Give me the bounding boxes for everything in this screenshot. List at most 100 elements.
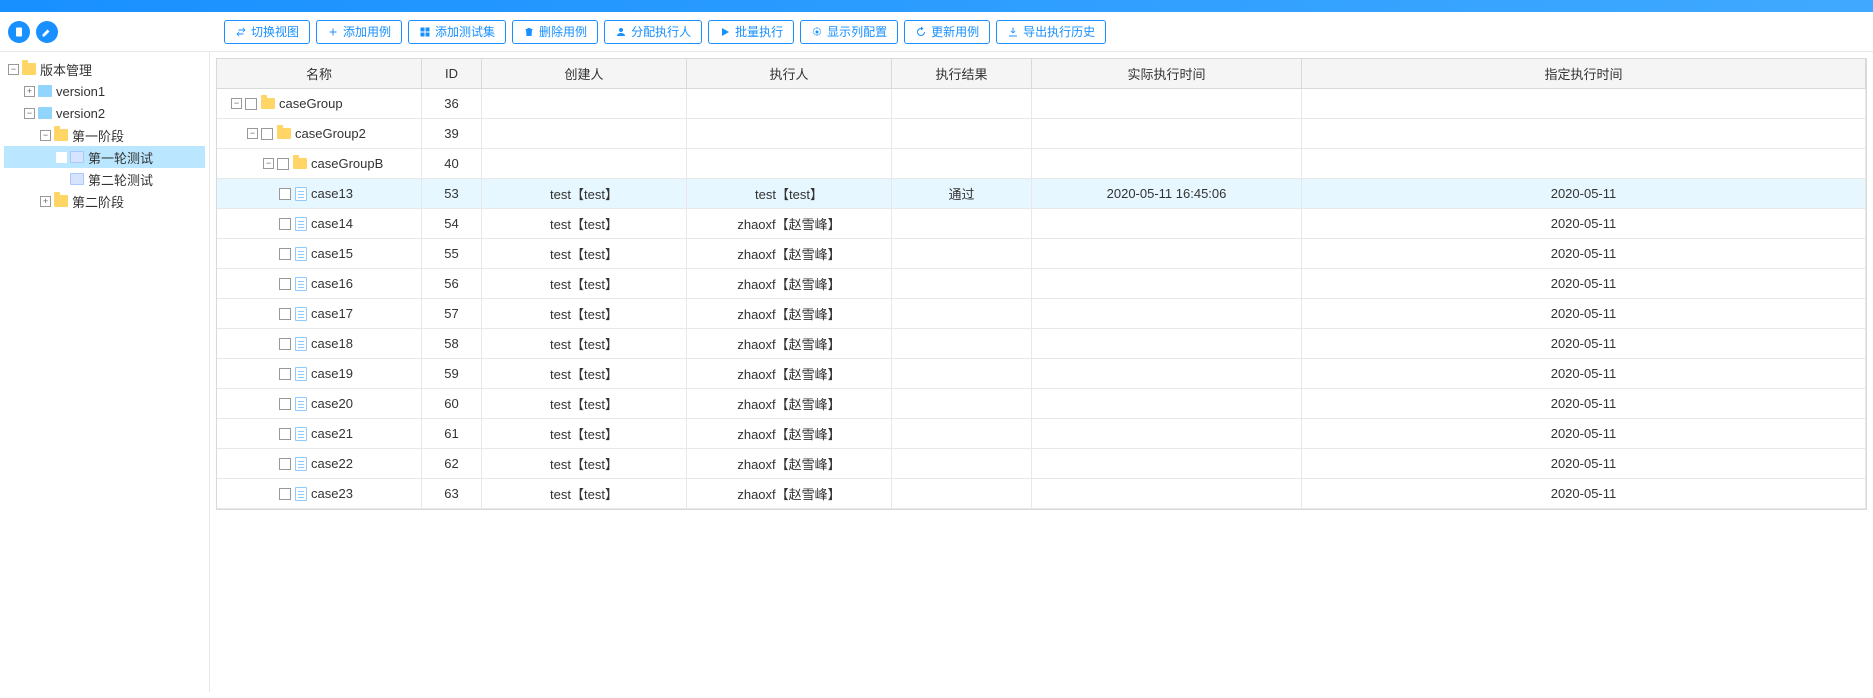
- 添加用例-button[interactable]: 添加用例: [316, 20, 402, 44]
- 批量执行-button[interactable]: 批量执行: [708, 20, 794, 44]
- cell-id: 59: [422, 359, 482, 388]
- 分配执行人-button[interactable]: 分配执行人: [604, 20, 702, 44]
- checkbox[interactable]: [279, 338, 291, 350]
- cell-result: [892, 389, 1032, 418]
- table-row[interactable]: case2161test【test】zhaoxf【赵雪峰】2020-05-11: [217, 419, 1866, 449]
- tree-label: version1: [56, 84, 105, 99]
- tree-node-第二轮测试[interactable]: 第二轮测试: [4, 168, 205, 190]
- checkbox[interactable]: [279, 458, 291, 470]
- row-name: case19: [311, 366, 353, 381]
- checkbox[interactable]: [279, 428, 291, 440]
- col-scheduled_time[interactable]: 指定执行时间: [1302, 59, 1866, 88]
- cell-actual_time: [1032, 419, 1302, 448]
- expand-icon[interactable]: −: [263, 158, 274, 169]
- btn-label: 批量执行: [735, 23, 783, 40]
- checkbox[interactable]: [245, 98, 257, 110]
- table-row[interactable]: −caseGroupB40: [217, 149, 1866, 179]
- col-creator[interactable]: 创建人: [482, 59, 687, 88]
- tree-node-第一阶段[interactable]: −第一阶段: [4, 124, 205, 146]
- btn-label: 显示列配置: [827, 23, 887, 40]
- table-row[interactable]: case2060test【test】zhaoxf【赵雪峰】2020-05-11: [217, 389, 1866, 419]
- 导出执行历史-button[interactable]: 导出执行历史: [996, 20, 1106, 44]
- btn-label: 更新用例: [931, 23, 979, 40]
- table-row[interactable]: case1353test【test】test【test】通过2020-05-11…: [217, 179, 1866, 209]
- cell-scheduled_time: 2020-05-11: [1302, 239, 1866, 268]
- tree-node-第二阶段[interactable]: +第二阶段: [4, 190, 205, 212]
- cell-id: 54: [422, 209, 482, 238]
- folder-icon: [293, 158, 307, 169]
- cell-id: 40: [422, 149, 482, 178]
- checkbox[interactable]: [279, 218, 291, 230]
- col-id[interactable]: ID: [422, 59, 482, 88]
- table-row[interactable]: case1959test【test】zhaoxf【赵雪峰】2020-05-11: [217, 359, 1866, 389]
- table-row[interactable]: case2363test【test】zhaoxf【赵雪峰】2020-05-11: [217, 479, 1866, 509]
- cell-executor: zhaoxf【赵雪峰】: [687, 239, 892, 268]
- cell-actual_time: [1032, 299, 1302, 328]
- folder-icon: [54, 195, 68, 207]
- tree-root[interactable]: − 版本管理: [4, 58, 205, 80]
- cell-name: −caseGroup: [217, 89, 422, 118]
- expand-icon[interactable]: −: [247, 128, 258, 139]
- cell-result: [892, 329, 1032, 358]
- clipboard-icon-button[interactable]: [8, 21, 30, 43]
- checkbox[interactable]: [279, 248, 291, 260]
- cell-creator: test【test】: [482, 479, 687, 508]
- 更新用例-button[interactable]: 更新用例: [904, 20, 990, 44]
- toggle-icon[interactable]: −: [24, 108, 35, 119]
- checkbox[interactable]: [279, 488, 291, 500]
- table-row[interactable]: case1555test【test】zhaoxf【赵雪峰】2020-05-11: [217, 239, 1866, 269]
- expand-icon[interactable]: −: [231, 98, 242, 109]
- tree-node-version1[interactable]: + version1: [4, 80, 205, 102]
- toggle-spacer: [56, 152, 67, 163]
- cell-name: case23: [217, 479, 422, 508]
- table-row[interactable]: case2262test【test】zhaoxf【赵雪峰】2020-05-11: [217, 449, 1866, 479]
- table-row[interactable]: case1454test【test】zhaoxf【赵雪峰】2020-05-11: [217, 209, 1866, 239]
- table-row[interactable]: −caseGroup36: [217, 89, 1866, 119]
- col-name[interactable]: 名称: [217, 59, 422, 88]
- table-row[interactable]: case1656test【test】zhaoxf【赵雪峰】2020-05-11: [217, 269, 1866, 299]
- tree-node-第一轮测试[interactable]: 第一轮测试: [4, 146, 205, 168]
- collapse-icon[interactable]: −: [8, 64, 19, 75]
- edit-icon-button[interactable]: [36, 21, 58, 43]
- cell-result: [892, 209, 1032, 238]
- cell-scheduled_time: 2020-05-11: [1302, 179, 1866, 208]
- tree-node-version2[interactable]: −version2: [4, 102, 205, 124]
- cell-id: 57: [422, 299, 482, 328]
- cell-scheduled_time: 2020-05-11: [1302, 479, 1866, 508]
- table-row[interactable]: case1757test【test】zhaoxf【赵雪峰】2020-05-11: [217, 299, 1866, 329]
- table-row[interactable]: case1858test【test】zhaoxf【赵雪峰】2020-05-11: [217, 329, 1866, 359]
- 添加测试集-button[interactable]: 添加测试集: [408, 20, 506, 44]
- cell-name: −caseGroup2: [217, 119, 422, 148]
- cell-creator: test【test】: [482, 299, 687, 328]
- cell-name: case22: [217, 449, 422, 478]
- col-result[interactable]: 执行结果: [892, 59, 1032, 88]
- toggle-icon[interactable]: +: [24, 86, 35, 97]
- col-actual_time[interactable]: 实际执行时间: [1032, 59, 1302, 88]
- col-executor[interactable]: 执行人: [687, 59, 892, 88]
- checkbox[interactable]: [277, 158, 289, 170]
- checkbox[interactable]: [279, 188, 291, 200]
- cell-creator: test【test】: [482, 179, 687, 208]
- cell-actual_time: [1032, 89, 1302, 118]
- checkbox[interactable]: [279, 308, 291, 320]
- checkbox[interactable]: [261, 128, 273, 140]
- page-icon: [70, 173, 84, 185]
- folder-icon: [261, 98, 275, 109]
- cell-scheduled_time: 2020-05-11: [1302, 359, 1866, 388]
- toggle-icon[interactable]: −: [40, 130, 51, 141]
- cell-id: 56: [422, 269, 482, 298]
- checkbox[interactable]: [279, 398, 291, 410]
- 显示列配置-button[interactable]: 显示列配置: [800, 20, 898, 44]
- checkbox[interactable]: [279, 278, 291, 290]
- 删除用例-button[interactable]: 删除用例: [512, 20, 598, 44]
- checkbox[interactable]: [279, 368, 291, 380]
- toggle-icon[interactable]: +: [40, 196, 51, 207]
- cell-creator: test【test】: [482, 449, 687, 478]
- cell-executor: [687, 89, 892, 118]
- 切换视图-button[interactable]: 切换视图: [224, 20, 310, 44]
- table-row[interactable]: −caseGroup239: [217, 119, 1866, 149]
- cell-scheduled_time: 2020-05-11: [1302, 449, 1866, 478]
- cell-id: 55: [422, 239, 482, 268]
- cell-id: 39: [422, 119, 482, 148]
- tree-label: 第二轮测试: [88, 170, 153, 189]
